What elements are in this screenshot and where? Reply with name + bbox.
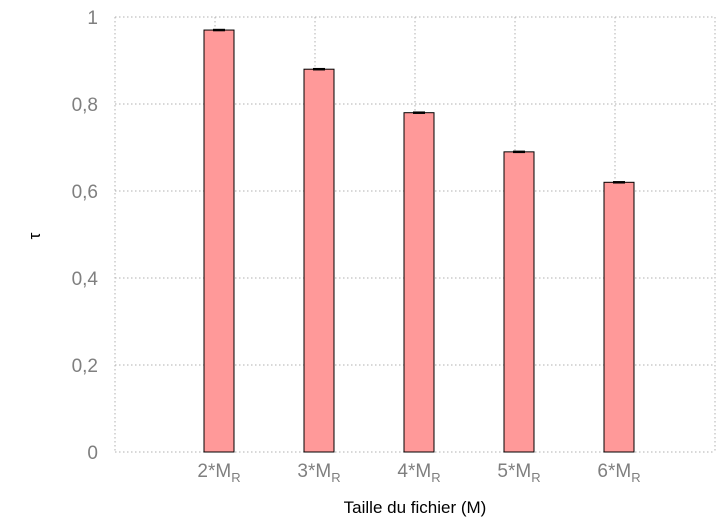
y-axis-label: τ bbox=[25, 232, 44, 239]
bar bbox=[603, 181, 635, 453]
x-tick-subscript: R bbox=[431, 470, 440, 485]
x-tick-main: 6*M bbox=[597, 461, 631, 482]
x-tick-subscript: R bbox=[331, 470, 340, 485]
y-tick-label: 0,4 bbox=[72, 269, 99, 290]
x-tick-main: 5*M bbox=[497, 461, 531, 482]
bars bbox=[203, 28, 635, 453]
bar bbox=[303, 68, 335, 453]
x-tick-label: 4*MR bbox=[397, 461, 440, 485]
x-tick-subscript: R bbox=[631, 470, 640, 485]
y-tick-labels: 0 0,2 0,4 0,6 0,8 1 bbox=[72, 8, 99, 464]
x-tick-label: 6*MR bbox=[597, 461, 640, 485]
bar bbox=[503, 151, 535, 453]
x-tick-subscript: R bbox=[231, 470, 240, 485]
bar bbox=[203, 29, 235, 453]
y-tick-label: 0,8 bbox=[72, 95, 98, 116]
x-tick-label: 2*MR bbox=[197, 461, 240, 485]
x-axis-label: Taille du fichier (M) bbox=[344, 498, 487, 517]
x-tick-subscript: R bbox=[531, 470, 540, 485]
bar bbox=[403, 112, 435, 453]
x-tick-main: 4*M bbox=[397, 461, 431, 482]
y-tick-label: 0 bbox=[87, 443, 98, 464]
x-tick-label: 3*MR bbox=[297, 461, 340, 485]
y-tick-label: 1 bbox=[87, 8, 98, 29]
x-tick-main: 2*M bbox=[197, 461, 231, 482]
x-tick-label: 5*MR bbox=[497, 461, 540, 485]
y-tick-label: 0,2 bbox=[72, 356, 98, 377]
x-tick-labels: 2*MR 3*MR 4*MR 5*MR 6*MR bbox=[197, 461, 640, 485]
x-tick-main: 3*M bbox=[297, 461, 331, 482]
y-tick-label: 0,6 bbox=[72, 182, 98, 203]
